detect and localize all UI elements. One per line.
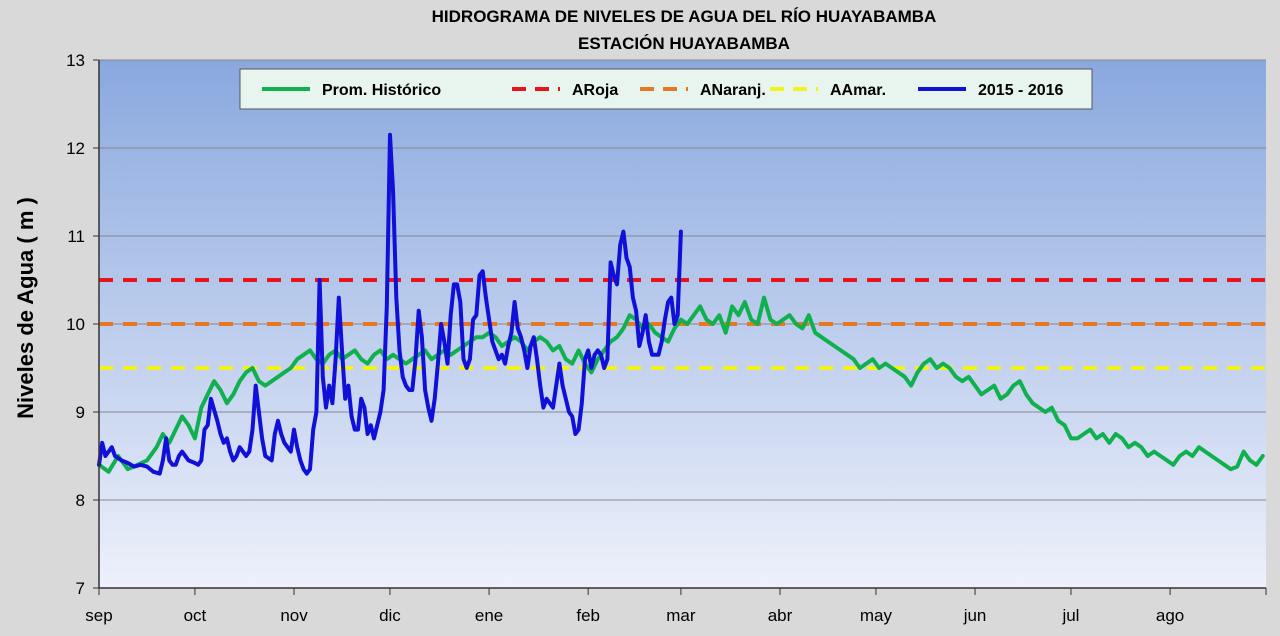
data-series [97, 132, 1265, 476]
legend: Prom. Histórico ARoja ANaranj. AAmar. 2015 -… [239, 68, 1093, 110]
x-tick-label: abr [768, 606, 793, 625]
chart-title: HIDROGRAMA DE NIVELES DE AGUA DEL RÍO HU… [432, 7, 937, 26]
series-line [97, 295, 1265, 474]
y-axis-label: Niveles de Agua ( m ) [13, 197, 38, 419]
legend-label: Prom. Histórico [322, 82, 441, 99]
y-tick-label: 13 [66, 51, 85, 70]
x-tick-label: nov [280, 606, 308, 625]
x-tick-label: ago [1156, 606, 1184, 625]
legend-label: ANaranj. [700, 82, 766, 99]
y-tick-label: 8 [76, 491, 85, 510]
y-tick-label: 12 [66, 139, 85, 158]
legend-label: ARoja [572, 82, 618, 99]
x-tick-label: dic [379, 606, 401, 625]
x-tick-label: oct [184, 606, 207, 625]
y-tick-label: 9 [76, 403, 85, 422]
legend-label: 2015 - 2016 [978, 82, 1064, 99]
y-tick-label: 10 [66, 315, 85, 334]
chart-subtitle: ESTACIÓN HUAYABAMBA [578, 34, 790, 53]
x-tick-label: may [860, 606, 893, 625]
axes: 7 8 9 10 11 12 13 sep oct nov dic ene feb mar abr may ju… [66, 51, 1267, 625]
x-tick-label: sep [85, 606, 112, 625]
x-tick-label: feb [576, 606, 600, 625]
x-tick-label: jun [963, 606, 987, 625]
x-tick-label: jul [1061, 606, 1079, 625]
threshold-lines [99, 278, 1266, 370]
y-tick-label: 11 [67, 227, 85, 246]
x-tick-label: mar [666, 606, 696, 625]
legend-label: AAmar. [830, 82, 886, 99]
x-tick-label: ene [475, 606, 503, 625]
y-tick-label: 7 [76, 579, 85, 598]
series-line [97, 132, 683, 476]
